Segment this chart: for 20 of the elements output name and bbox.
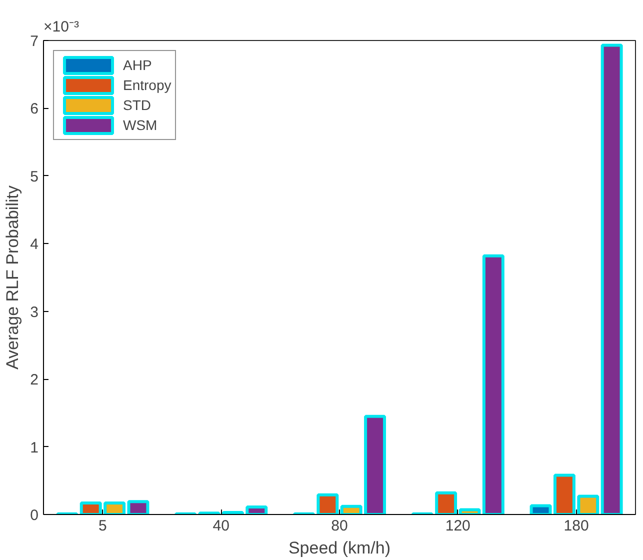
x-tick-label: 80 [331, 518, 348, 534]
y-tick-label: 6 [30, 100, 38, 118]
y-tick-label: 3 [30, 304, 38, 321]
y-axis-title: Average RLF Probability [3, 185, 22, 370]
legend-label: WSM [123, 117, 158, 133]
y-tick-label: 4 [30, 236, 38, 254]
legend-label: AHP [123, 57, 152, 73]
y-tick-label: 5 [30, 168, 38, 186]
y-tick-label: 2 [30, 372, 38, 389]
y-tick-label: 1 [30, 439, 38, 456]
y-tick-label: 0 [30, 507, 38, 524]
x-tick-label: 180 [564, 518, 589, 534]
legend-label: Entropy [123, 77, 172, 93]
legend-label: STD [123, 97, 151, 113]
x-tick-label: 5 [98, 518, 107, 534]
x-tick-label: 120 [445, 518, 470, 534]
text: ×10⁻³ [44, 18, 79, 36]
x-axis-title: Speed (km/h) [288, 538, 391, 558]
y-tick-label: 7 [30, 33, 38, 50]
x-tick-label: 40 [212, 518, 230, 534]
